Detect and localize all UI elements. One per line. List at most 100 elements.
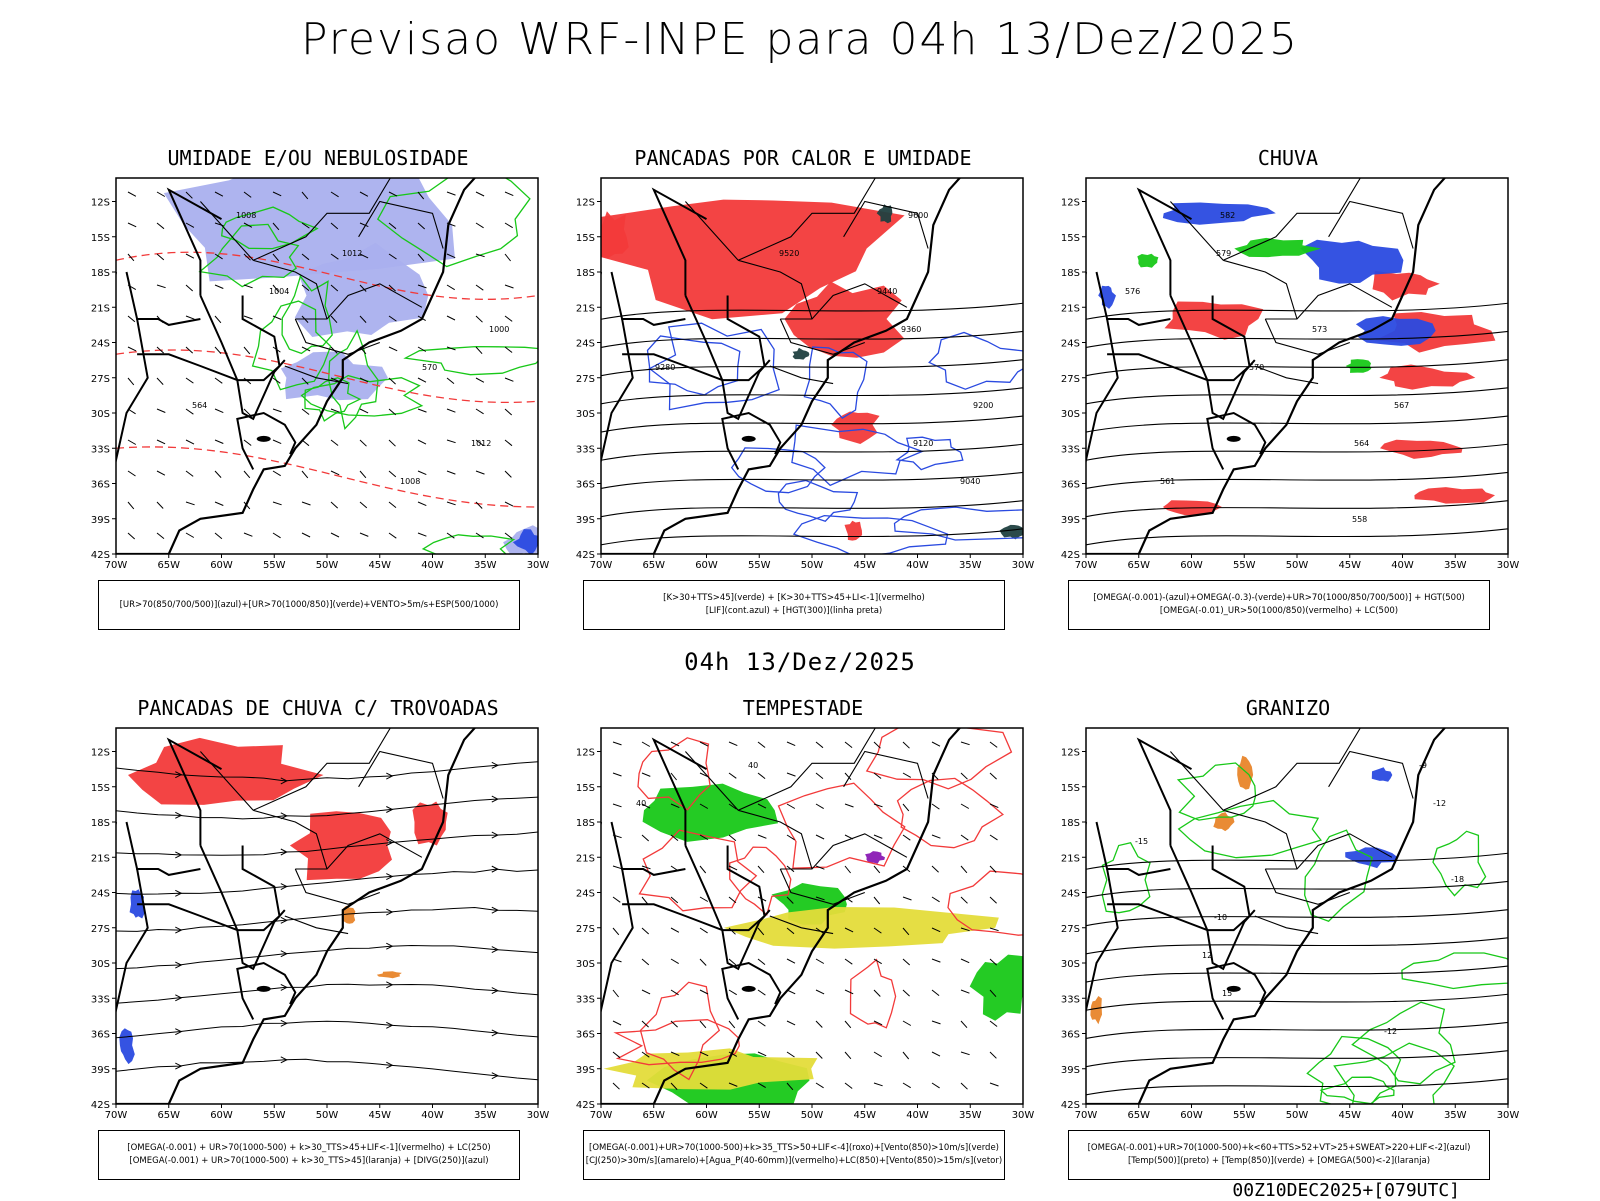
wind-vector — [902, 772, 912, 778]
height-contour — [1086, 500, 1508, 518]
wind-vector — [641, 834, 650, 842]
wind-vector — [301, 191, 309, 200]
wind-vector — [612, 1020, 622, 1026]
wind-vector — [301, 253, 310, 261]
legend-line: [OMEGA(-0.001)+UR>70(1000-500)+k<60+TTS>… — [1087, 1143, 1471, 1153]
wind-vector — [272, 532, 281, 539]
flow-arrow — [491, 946, 499, 954]
wind-vector — [844, 1051, 852, 1060]
lon-tick: 35W — [1444, 1110, 1467, 1121]
state-border — [284, 365, 349, 385]
panel-umidade: UMIDADE E/OU NEBULOSIDADE 1008 1012 1004 10… — [78, 146, 558, 630]
state-border — [1223, 809, 1298, 870]
wind-vector — [670, 1020, 678, 1028]
wind-vector — [330, 377, 340, 382]
country-border — [166, 187, 222, 296]
height-contour — [1086, 993, 1508, 1011]
state-border — [294, 868, 380, 905]
height-contour — [1086, 471, 1508, 489]
wind-vector — [243, 315, 253, 320]
contour-label: 1012 — [342, 249, 362, 258]
lat-tick: 39S — [576, 1065, 595, 1076]
map[interactable]: 582 579 576 573 570 567 564 561 558 12S 15S 18S 21S 2… — [1048, 174, 1528, 574]
flow-arrow — [175, 771, 183, 779]
wind-vector — [641, 772, 651, 777]
flow-arrow — [280, 916, 288, 924]
wind-vector — [417, 284, 427, 289]
wind-vector — [388, 439, 396, 447]
map[interactable]: 40 40 12S 15S 18S 21S 24S 27S 30S 33S 36S 39S 42S 70W… — [563, 724, 1043, 1124]
flow-arrow — [175, 1028, 183, 1036]
wind-vector — [156, 439, 166, 445]
wind-vector — [902, 958, 911, 966]
wind-vector — [699, 989, 709, 995]
wind-vector — [670, 989, 679, 996]
contour-label: 1008 — [400, 477, 420, 486]
lon-tick: 60W — [210, 560, 233, 571]
wind-vector — [815, 865, 825, 870]
lon-tick: 45W — [1338, 560, 1361, 571]
wind-vector — [388, 346, 398, 352]
flow-arrow — [280, 777, 288, 785]
lat-tick: 27S — [1061, 374, 1080, 385]
wind-vector — [815, 958, 825, 964]
country-border — [651, 737, 707, 846]
contour-label: 1012 — [471, 439, 491, 448]
wind-vector — [243, 439, 252, 446]
contour-label: 564 — [192, 401, 207, 410]
wind-vector — [699, 1082, 708, 1089]
wind-vector — [960, 1051, 970, 1056]
wind-vector — [330, 532, 340, 538]
wind-vector — [612, 989, 619, 998]
flow-arrow — [280, 812, 288, 820]
wind-vector — [185, 501, 195, 506]
country-border — [721, 909, 771, 971]
map[interactable]: -9 -12 -15 -18 -10 12 15 -12 12S 15S 18S 21S 24S 27S 3… — [1048, 724, 1528, 1124]
red-area — [601, 199, 905, 320]
orange-area — [1237, 755, 1254, 790]
contour-label: 570 — [1249, 363, 1264, 372]
wind-vector — [388, 532, 397, 539]
wind-vector — [757, 958, 766, 965]
state-border — [1169, 201, 1224, 261]
map-layers — [601, 178, 1023, 554]
lat-tick: 15S — [91, 783, 110, 794]
wind-vector — [475, 191, 485, 197]
wind-vector — [272, 222, 280, 231]
map-svg: 9600 9520 9440 9360 9280 9200 9120 9040 12S 15S 18… — [576, 177, 1034, 571]
lat-tick: 15S — [91, 233, 110, 244]
wind-vector — [417, 439, 427, 445]
contour-label: -9 — [1419, 761, 1427, 770]
wind-vector — [902, 989, 910, 997]
red-area — [831, 411, 880, 444]
blue-contour — [893, 506, 1023, 541]
contour-label: 564 — [1354, 439, 1369, 448]
state-border — [769, 915, 834, 935]
map[interactable]: 1008 1012 1004 1000 570 564 1012 1008 12S 15S 18S 2… — [78, 174, 558, 574]
flow-arrow — [491, 795, 499, 803]
country-border — [622, 353, 723, 382]
map[interactable]: 12S 15S 18S 21S 24S 27S 30S 33S 36S 39S 42S 70W 65W 6… — [78, 724, 558, 1124]
lon-tick: 35W — [474, 1110, 497, 1121]
blue-contour — [646, 335, 741, 396]
lat-tick: 42S — [91, 550, 110, 561]
wind-vector — [127, 315, 136, 323]
wind-vector — [931, 896, 940, 903]
wind-vector — [272, 470, 281, 477]
flow-arrow — [280, 1019, 288, 1027]
lat-tick: 42S — [576, 550, 595, 561]
wind-vector — [214, 501, 224, 506]
wind-vector — [989, 989, 997, 998]
lon-tick: 60W — [695, 1110, 718, 1121]
country-border — [236, 359, 286, 421]
wind-vector — [786, 741, 796, 747]
wind-vector — [330, 470, 340, 476]
wind-vector — [185, 191, 193, 199]
state-border — [1265, 283, 1393, 320]
wind-vector — [960, 803, 970, 809]
flow-arrow — [175, 961, 183, 969]
ocean — [1086, 728, 1508, 1104]
panel-title: CHUVA — [1257, 146, 1319, 170]
country-border — [610, 821, 686, 876]
map[interactable]: 9600 9520 9440 9360 9280 9200 9120 9040 12S 15S 18… — [563, 174, 1043, 574]
